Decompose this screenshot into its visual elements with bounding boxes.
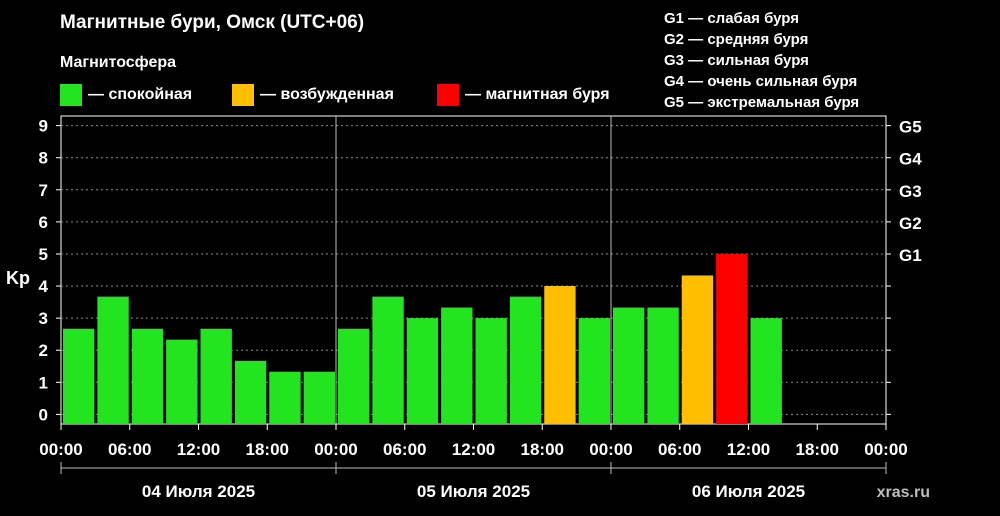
day-label: 06 Июля 2025 [692, 482, 805, 501]
kp-bar [303, 371, 335, 424]
legend-item-quiet: — спокойная [60, 84, 192, 106]
x-tick-label: 06:00 [108, 440, 151, 459]
kp-bar [200, 328, 232, 424]
x-tick-label: 12:00 [177, 440, 220, 459]
kp-bar [544, 286, 576, 424]
kp-bar [269, 371, 301, 424]
kp-bar [647, 307, 679, 424]
y-tick-label: 4 [39, 277, 49, 296]
g-tick-label: G5 [899, 118, 922, 137]
kp-bar [406, 318, 439, 424]
kp-bar [234, 360, 267, 424]
kp-bar [441, 307, 473, 424]
legend-label-excited: — возбужденная [260, 86, 394, 103]
x-tick-label: 06:00 [658, 440, 701, 459]
kp-bar [97, 296, 129, 424]
kp-bar [750, 318, 782, 424]
x-tick-label: 00:00 [39, 440, 82, 459]
watermark: xras.ru [877, 484, 930, 501]
g-legend-item: G3 — сильная буря [664, 52, 809, 69]
chart-subtitle: Магнитосфера [60, 54, 177, 71]
legend-swatch-quiet [60, 84, 82, 106]
kp-bar [681, 275, 714, 424]
kp-bar [338, 328, 370, 424]
chart-title: Магнитные бури, Омск (UTC+06) [60, 12, 365, 33]
legend-label-quiet: — спокойная [88, 86, 193, 103]
x-tick-label: 12:00 [727, 440, 770, 459]
kp-bar [578, 318, 610, 424]
y-tick-label: 7 [39, 181, 48, 200]
legend-label-storm: — магнитная буря [465, 86, 610, 103]
kp-bar [509, 296, 542, 424]
y-axis-label: Kp [6, 268, 30, 288]
kp-bar [63, 328, 95, 424]
y-tick-label: 5 [39, 245, 48, 264]
kp-bar [166, 339, 198, 424]
x-tick-label: 00:00 [589, 440, 632, 459]
y-tick-label: 3 [39, 309, 48, 328]
legend-item-excited: — возбужденная [232, 84, 394, 106]
x-tick-label: 00:00 [864, 440, 907, 459]
x-tick-label: 12:00 [452, 440, 495, 459]
day-label: 04 Июля 2025 [142, 482, 255, 501]
legend-swatch-excited [232, 84, 254, 106]
y-tick-label: 9 [39, 117, 48, 136]
y-tick-label: 0 [39, 405, 48, 424]
g-scale-legend: G1 — слабая буря G2 — средняя буря G3 — … [664, 8, 859, 113]
x-tick-label: 00:00 [314, 440, 357, 459]
legend-item-storm: — магнитная буря [437, 84, 610, 106]
y-tick-label: 8 [39, 149, 48, 168]
y-tick-label: 1 [39, 373, 48, 392]
g-legend-item: G4 — очень сильная буря [664, 73, 858, 90]
kp-bar [131, 328, 164, 424]
kp-bar [372, 296, 404, 424]
kp-bar [613, 307, 645, 424]
g-legend-item: G1 — слабая буря [664, 10, 800, 27]
x-tick-label: 18:00 [796, 440, 839, 459]
day-label: 05 Июля 2025 [417, 482, 530, 501]
legend-swatch-storm [437, 84, 459, 106]
x-tick-label: 18:00 [246, 440, 289, 459]
kp-bar [716, 253, 748, 424]
g-legend-item: G2 — средняя буря [664, 31, 809, 48]
g-tick-label: G3 [899, 182, 922, 201]
g-tick-label: G1 [899, 246, 922, 265]
x-tick-label: 18:00 [521, 440, 564, 459]
kp-bar [475, 318, 507, 424]
y-tick-label: 2 [39, 341, 48, 360]
x-tick-label: 06:00 [383, 440, 426, 459]
g-tick-label: G2 [899, 214, 922, 233]
g-tick-label: G4 [899, 150, 922, 169]
y-tick-label: 6 [39, 213, 48, 232]
g-legend-item: G5 — экстремальная буря [664, 94, 860, 111]
